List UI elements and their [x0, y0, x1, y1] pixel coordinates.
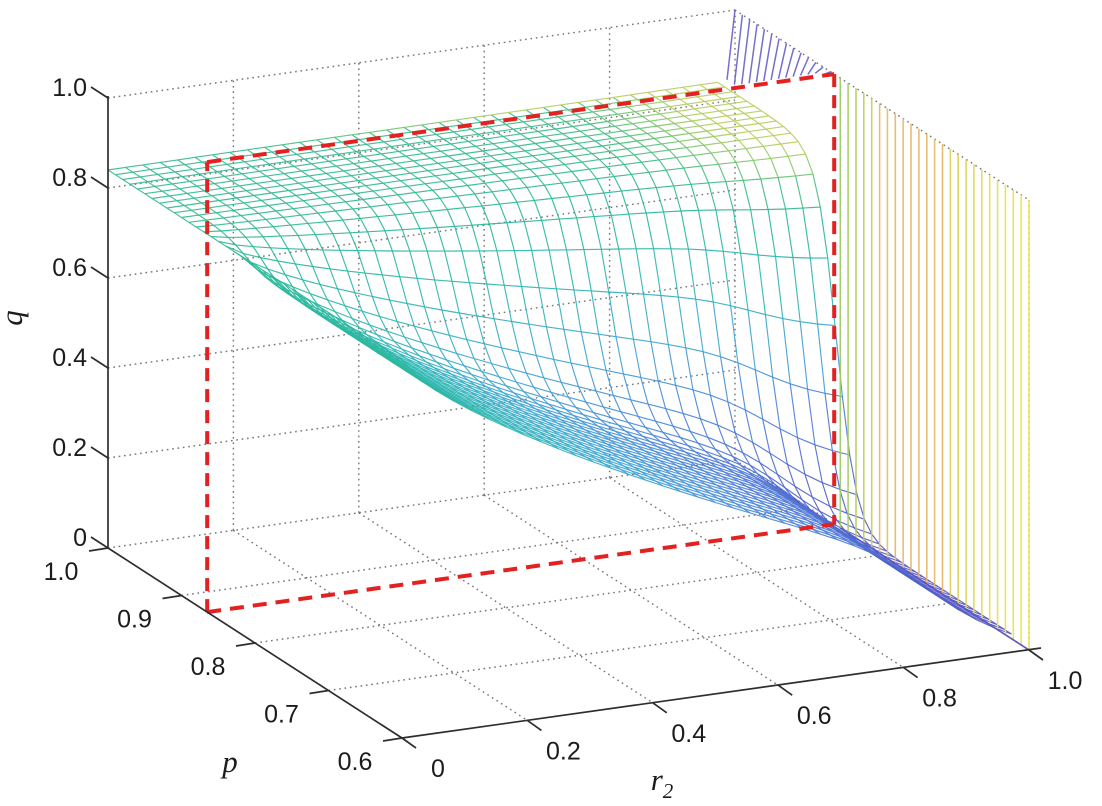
tick-label: 1.0 [52, 74, 87, 102]
tick-label: 0 [431, 755, 445, 783]
q-axis-label: q [0, 310, 29, 326]
grid-lines [107, 9, 1030, 722]
tick-label: 0.6 [797, 702, 832, 730]
tick-label: 0.8 [922, 685, 957, 713]
tick-label: 0.6 [338, 748, 373, 776]
wall-lines [839, 78, 1030, 651]
axes: 1.0 0.8 0.6 0.4 0.2 0 1.0 0.9 0.8 0.7 0.6 0 0.2 0.4 0.… [44, 74, 1083, 783]
tick-label: 0.2 [52, 434, 87, 462]
r2-axis-label: r2 [651, 762, 674, 803]
tick-label: 0.8 [52, 164, 87, 192]
p-axis-label: p [220, 744, 238, 779]
mesh-surface [107, 81, 1012, 635]
tick-label: 0.6 [52, 254, 87, 282]
tick-label: 0 [73, 524, 87, 552]
tick-label: 0.4 [52, 344, 87, 372]
tick-label: 1.0 [1048, 667, 1083, 695]
tick-label: 1.0 [44, 558, 79, 586]
jump-lines [726, 9, 831, 85]
tick-label: 0.9 [117, 606, 152, 634]
tick-label: 0.7 [264, 701, 299, 729]
tick-label: 0.4 [671, 720, 706, 748]
tick-label: 0.8 [191, 653, 226, 681]
tick-label: 0.2 [546, 737, 581, 765]
red-dashed-marker [205, 72, 837, 615]
axis-labels: q p r2 [0, 310, 674, 803]
